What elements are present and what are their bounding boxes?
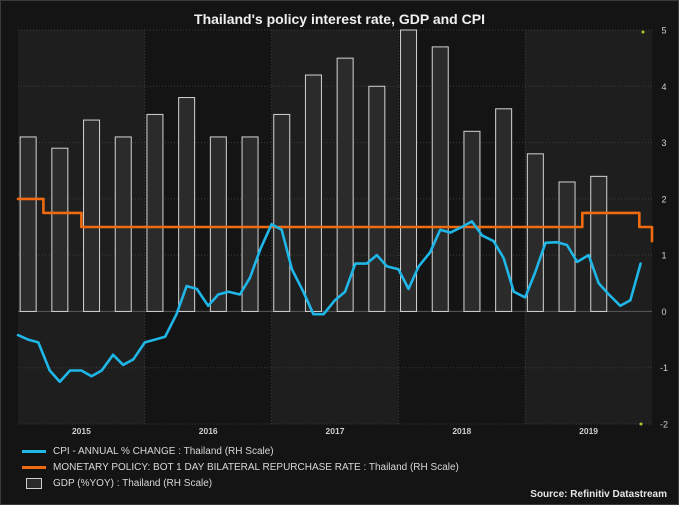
y-tick-label-4: 4 <box>661 82 666 92</box>
bottom-marker-dot <box>639 422 643 426</box>
gdp-bars <box>19 29 608 312</box>
series-lines <box>16 197 654 384</box>
x-tick-labels: 2015 2016 2017 2018 2019 <box>72 426 598 436</box>
legend-item-gdp: GDP (%YOY) : Thailand (RH Scale) <box>22 475 459 491</box>
gdp-bar-2014Q3 <box>19 136 37 312</box>
gdp-bar-2016Q4 <box>304 74 322 312</box>
gdp-bar-2018Q3 <box>526 153 544 312</box>
legend-label-cpi: CPI - ANNUAL % CHANGE : Thailand (RH Sca… <box>53 445 274 457</box>
gdp-bar-2017Q3 <box>400 29 418 312</box>
gdp-bar-2017Q2 <box>368 85 386 312</box>
x-tick-label-2019: 2019 <box>579 426 598 436</box>
source-note: Source: Refinitiv Datastream <box>530 489 667 500</box>
legend: CPI - ANNUAL % CHANGE : Thailand (RH Sca… <box>22 443 459 491</box>
y-tick-label--1: -1 <box>660 363 668 373</box>
gdp-bar-2015Q1 <box>83 119 101 312</box>
legend-item-cpi: CPI - ANNUAL % CHANGE : Thailand (RH Sca… <box>22 443 459 459</box>
x-tick-label-2017: 2017 <box>326 426 345 436</box>
gdp-bar-2014Q4 <box>51 147 69 312</box>
gdp-bar-2016Q1 <box>209 136 227 312</box>
gdp-bar-2017Q1 <box>336 57 354 312</box>
chart-title: Thailand's policy interest rate, GDP and… <box>194 11 485 27</box>
y-tick-label-2: 2 <box>661 194 666 204</box>
gdp-bar-2017Q4 <box>431 46 449 312</box>
y-tick-label-5: 5 <box>661 26 666 36</box>
y-tick-label-3: 3 <box>661 138 666 148</box>
y-tick-label-1: 1 <box>661 251 666 261</box>
y-tick-labels: -2 -1 0 1 2 3 4 5 <box>660 26 668 430</box>
gdp-bar-2015Q3 <box>146 113 164 312</box>
gdp-bar-2019Q1 <box>590 175 608 312</box>
legend-label-policy-rate: MONETARY POLICY: BOT 1 DAY BILATERAL REP… <box>53 461 459 473</box>
top-marker-dot <box>641 30 645 34</box>
y-tick-label--2: -2 <box>660 420 668 430</box>
policy-rate-line <box>16 197 654 243</box>
gdp-bar-2018Q2 <box>495 108 513 312</box>
gdp-bar-2015Q4 <box>178 97 196 312</box>
legend-swatch-cpi <box>22 450 46 453</box>
x-tick-label-2016: 2016 <box>199 426 218 436</box>
gdp-bar-2016Q3 <box>273 113 291 312</box>
gdp-bar-2015Q2 <box>114 136 132 312</box>
cpi-line <box>16 220 642 384</box>
legend-swatch-policy-rate <box>22 466 46 469</box>
legend-item-policy-rate: MONETARY POLICY: BOT 1 DAY BILATERAL REP… <box>22 459 459 475</box>
x-tick-label-2015: 2015 <box>72 426 91 436</box>
y-tick-label-0: 0 <box>661 307 666 317</box>
corner-markers <box>639 30 645 426</box>
x-tick-label-2018: 2018 <box>452 426 471 436</box>
legend-label-gdp: GDP (%YOY) : Thailand (RH Scale) <box>53 477 213 489</box>
legend-swatch-gdp <box>26 478 42 489</box>
